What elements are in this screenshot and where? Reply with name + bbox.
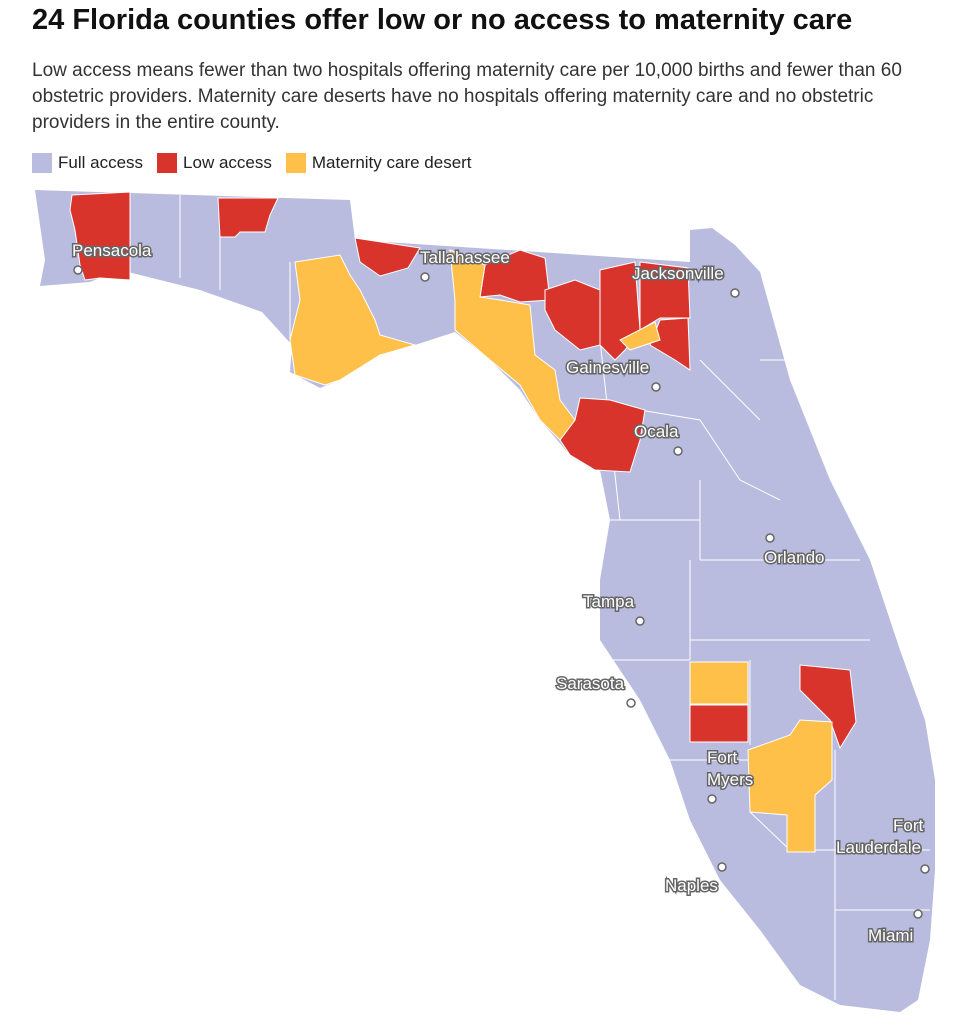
city-label-orlando: Orlando <box>764 548 824 567</box>
legend-item-desert: Maternity care desert <box>285 153 472 173</box>
city-label-miami: Miami <box>868 926 913 945</box>
city-dot <box>651 382 661 392</box>
swatch <box>157 153 178 173</box>
city-label-fort-lauderdale-line1: Fort <box>893 816 924 835</box>
map-title: 24 Florida counties offer low or no acce… <box>32 4 853 36</box>
city-dot <box>673 446 683 456</box>
city-dot <box>707 794 717 804</box>
city-dot <box>765 533 775 543</box>
low-access-counties <box>69 191 857 750</box>
desert-counties <box>289 249 833 853</box>
city-markers <box>73 265 930 919</box>
city-dot <box>635 616 645 626</box>
legend: Full access Low access Maternity care de… <box>32 153 472 173</box>
city-label-fort-myers-line2: Myers <box>707 770 753 789</box>
city-label-sarasota: Sarasota <box>556 674 625 693</box>
county-low <box>354 237 421 277</box>
city-label-ocala: Ocala <box>634 422 679 441</box>
city-label-gainesville: Gainesville <box>566 358 649 377</box>
county-desert <box>289 254 417 386</box>
city-label-fort-lauderdale-line2: Lauderdale <box>836 838 921 857</box>
city-label-fort-myers-line1: Fort <box>707 748 738 767</box>
county-desert <box>689 661 749 705</box>
county-low <box>799 664 857 750</box>
city-dot <box>73 265 83 275</box>
city-label-naples: Naples <box>665 876 718 895</box>
county-desert <box>449 249 576 441</box>
county-low <box>689 704 749 743</box>
city-dot <box>717 862 727 872</box>
city-dot <box>913 909 923 919</box>
florida-outline <box>35 190 935 1012</box>
map-subtitle: Low access means fewer than two hospital… <box>32 60 902 133</box>
legend-item-full: Full access <box>32 153 143 173</box>
swatch <box>32 153 52 173</box>
legend-label: Full access <box>58 153 144 172</box>
city-dot <box>920 864 930 874</box>
city-label-tallahassee: Tallahassee <box>420 248 510 267</box>
county-low <box>544 279 601 351</box>
city-dot <box>730 288 740 298</box>
city-label-jacksonville: Jacksonville <box>632 264 724 283</box>
county-low <box>217 197 279 238</box>
city-label-pensacola: Pensacola <box>72 241 152 260</box>
swatch <box>285 153 306 173</box>
city-label-tampa: Tampa <box>583 592 635 611</box>
city-dot <box>420 272 430 282</box>
county-low <box>479 249 551 303</box>
city-dot <box>626 698 636 708</box>
legend-item-low: Low access <box>157 153 272 173</box>
county-low <box>639 261 691 331</box>
city-labels: Pensacola Tallahassee Jacksonville Gaine… <box>71 240 926 947</box>
county-desert <box>747 719 833 853</box>
county-low <box>69 191 131 281</box>
legend-label: Maternity care desert <box>311 153 472 172</box>
legend-label: Low access <box>183 153 272 172</box>
county-desert <box>619 321 661 351</box>
